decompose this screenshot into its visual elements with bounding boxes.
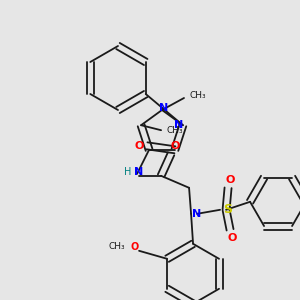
Text: CH₃: CH₃: [190, 92, 206, 100]
Text: H: H: [124, 167, 132, 177]
Text: O: O: [170, 141, 180, 151]
Text: N: N: [192, 209, 202, 219]
Text: N: N: [159, 103, 169, 113]
Text: N: N: [134, 167, 144, 177]
Text: O: O: [225, 175, 235, 185]
Text: O: O: [227, 233, 237, 243]
Text: O: O: [131, 242, 139, 252]
Text: S: S: [224, 203, 232, 216]
Text: CH₃: CH₃: [109, 242, 125, 251]
Text: N: N: [174, 120, 184, 130]
Text: O: O: [134, 141, 144, 151]
Text: CH₃: CH₃: [167, 126, 183, 135]
